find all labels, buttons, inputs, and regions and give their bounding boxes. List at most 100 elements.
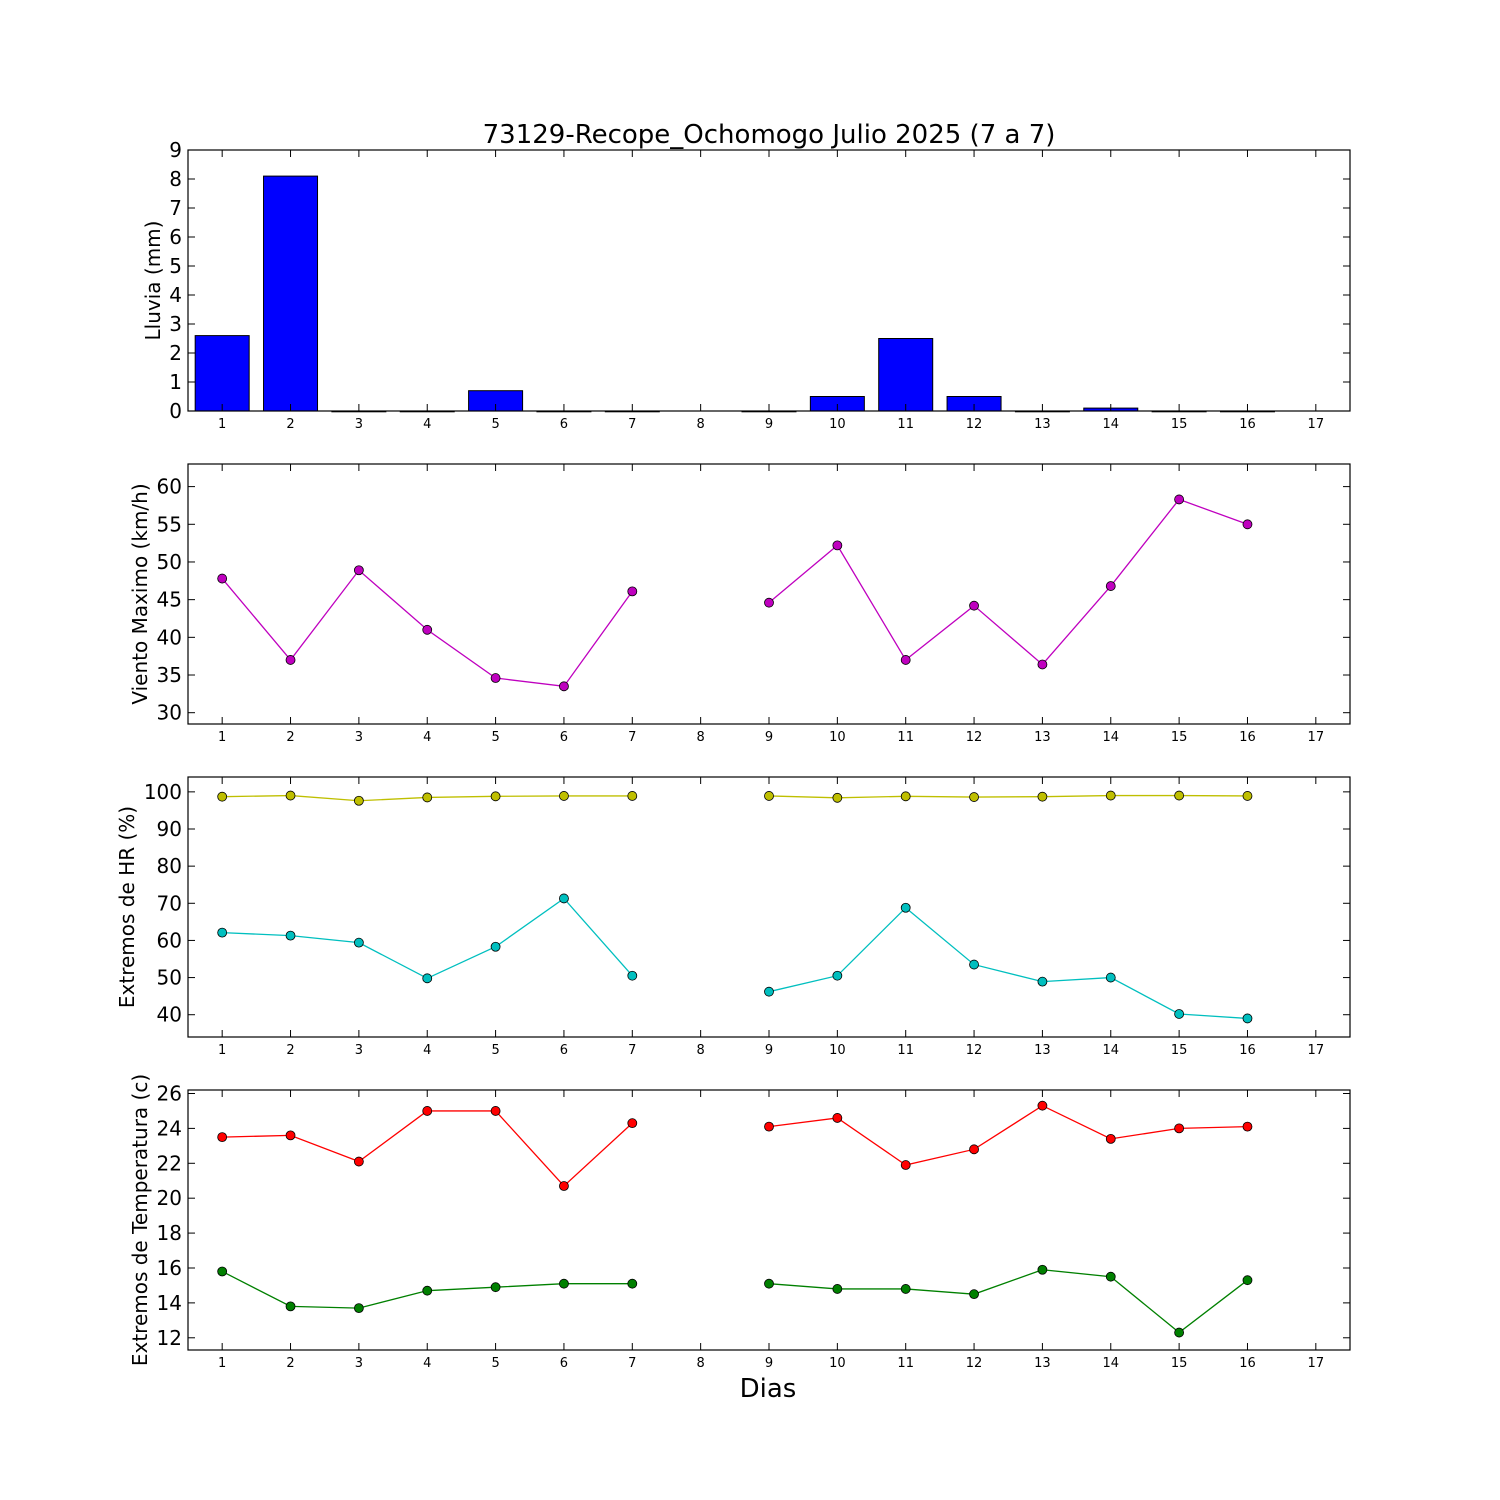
rain-ytick-label: 4 — [169, 283, 182, 307]
humidity-ytick-label: 40 — [157, 1003, 182, 1027]
humidity-point-day-2 — [285, 930, 296, 941]
humidity-point-day-1 — [217, 927, 228, 938]
rain-xtick-label: 6 — [560, 417, 568, 432]
humidity-point-day-15 — [1174, 790, 1185, 801]
humidity-point-day-13 — [1037, 791, 1048, 802]
rain-xtick-label: 17 — [1308, 417, 1325, 432]
temperature-xtick-label: 15 — [1171, 1356, 1188, 1371]
temperature-xtick-label: 10 — [829, 1356, 846, 1371]
rain-xtick-label: 7 — [628, 417, 636, 432]
temperature-point-day-3 — [353, 1156, 364, 1167]
temperature-series-1 — [217, 1100, 1253, 1191]
temperature-point-day-5 — [490, 1106, 501, 1116]
humidity-point-day-4 — [422, 792, 433, 803]
wind-xtick-label: 10 — [829, 730, 846, 745]
temperature-series-1-line-1 — [222, 1110, 633, 1187]
rain-xtick-label: 13 — [1034, 417, 1051, 432]
temperature-xtick-label: 5 — [491, 1356, 499, 1371]
rain-bar-day-2 — [263, 175, 319, 412]
humidity-point-day-14 — [1105, 790, 1116, 801]
temperature-series-2 — [217, 1264, 1253, 1338]
wind-point-day-10 — [832, 540, 843, 551]
temperature-point-day-7 — [627, 1118, 638, 1129]
temperature-point-day-6 — [559, 1181, 569, 1191]
rain-xtick-label: 14 — [1102, 417, 1119, 432]
wind-series-1-line-2 — [768, 498, 1248, 666]
humidity-point-day-3 — [353, 937, 364, 948]
wind-xtick-label: 12 — [966, 730, 983, 745]
humidity-point-day-10 — [832, 792, 843, 803]
humidity-point-day-15 — [1174, 1009, 1185, 1019]
temperature-xtick-label: 17 — [1308, 1356, 1325, 1371]
wind-xtick-label: 7 — [628, 730, 636, 745]
wind-point-day-6 — [559, 681, 569, 692]
rain-xtick-label: 15 — [1171, 417, 1188, 432]
rain-xtick-label: 3 — [355, 417, 363, 432]
temperature-xtick-label: 13 — [1034, 1356, 1051, 1371]
wind-series-1 — [217, 494, 1253, 692]
rain-xtick-label: 8 — [697, 417, 705, 432]
temperature-point-day-1 — [217, 1132, 228, 1143]
humidity-point-day-6 — [559, 791, 569, 801]
rain-ytick-label: 0 — [169, 399, 182, 423]
temperature-point-day-3 — [353, 1303, 364, 1314]
temperature-ytick-label: 18 — [157, 1221, 182, 1245]
wind-ytick-label: 40 — [157, 625, 182, 649]
rain-xtick-label: 16 — [1239, 417, 1256, 432]
wind-point-day-11 — [900, 655, 911, 665]
wind-point-day-5 — [490, 673, 501, 683]
wind-xtick-label: 17 — [1308, 730, 1325, 745]
humidity-point-day-11 — [900, 902, 911, 913]
humidity-xtick-label: 3 — [355, 1043, 363, 1058]
humidity-xtick-label: 9 — [765, 1043, 773, 1058]
temperature-ytick-label: 24 — [157, 1116, 182, 1140]
temperature-ytick-label: 26 — [157, 1081, 182, 1105]
rain-xtick-label: 1 — [218, 417, 226, 432]
humidity-xtick-label: 15 — [1171, 1043, 1188, 1058]
wind-point-day-12 — [969, 600, 979, 611]
humidity-xtick-label: 11 — [897, 1043, 914, 1058]
humidity-ytick-label: 90 — [157, 817, 182, 841]
temperature-point-day-4 — [422, 1285, 433, 1296]
wind-xtick-label: 4 — [423, 730, 431, 745]
temperature-xtick-label: 9 — [765, 1356, 773, 1371]
humidity-ytick-label: 70 — [157, 891, 182, 915]
rain-ytick-label: 8 — [169, 167, 182, 191]
humidity-point-day-5 — [490, 791, 501, 802]
temperature-xtick-label: 4 — [423, 1356, 431, 1371]
wind-point-day-2 — [285, 655, 296, 665]
wind-xtick-label: 16 — [1239, 730, 1256, 745]
wind-point-day-13 — [1037, 659, 1048, 670]
temperature-xtick-label: 6 — [560, 1356, 568, 1371]
wind-point-day-7 — [627, 586, 638, 597]
temperature-ytick-label: 14 — [157, 1291, 182, 1315]
temperature-ylabel: Extremos de Temperatura (c) — [128, 1074, 152, 1366]
wind-ytick-label: 55 — [157, 512, 182, 536]
rain-ytick-label: 7 — [169, 196, 182, 220]
temperature-point-day-12 — [969, 1289, 979, 1300]
temperature-xtick-label: 3 — [355, 1356, 363, 1371]
wind-ytick-label: 50 — [157, 550, 182, 574]
wind-xtick-label: 13 — [1034, 730, 1051, 745]
temperature-point-day-15 — [1174, 1327, 1185, 1338]
wind-xtick-label: 11 — [897, 730, 914, 745]
wind-point-day-4 — [422, 624, 433, 635]
temperature-point-day-14 — [1105, 1133, 1116, 1144]
humidity-series-1-line-2 — [768, 794, 1248, 799]
wind-ytick-label: 35 — [157, 663, 182, 687]
humidity-point-day-10 — [832, 970, 843, 981]
wind-xtick-label: 15 — [1171, 730, 1188, 745]
temperature-xtick-label: 14 — [1102, 1356, 1119, 1371]
humidity-xtick-label: 12 — [966, 1043, 983, 1058]
rain-bar-day-11 — [878, 338, 934, 412]
humidity-xtick-label: 5 — [491, 1043, 499, 1058]
humidity-point-day-16 — [1242, 1013, 1253, 1024]
wind-point-day-9 — [764, 597, 774, 608]
humidity-xtick-label: 17 — [1308, 1043, 1325, 1058]
wind-ytick-label: 60 — [157, 475, 182, 499]
temperature-xtick-label: 12 — [966, 1356, 983, 1371]
wind-point-day-15 — [1174, 494, 1185, 505]
